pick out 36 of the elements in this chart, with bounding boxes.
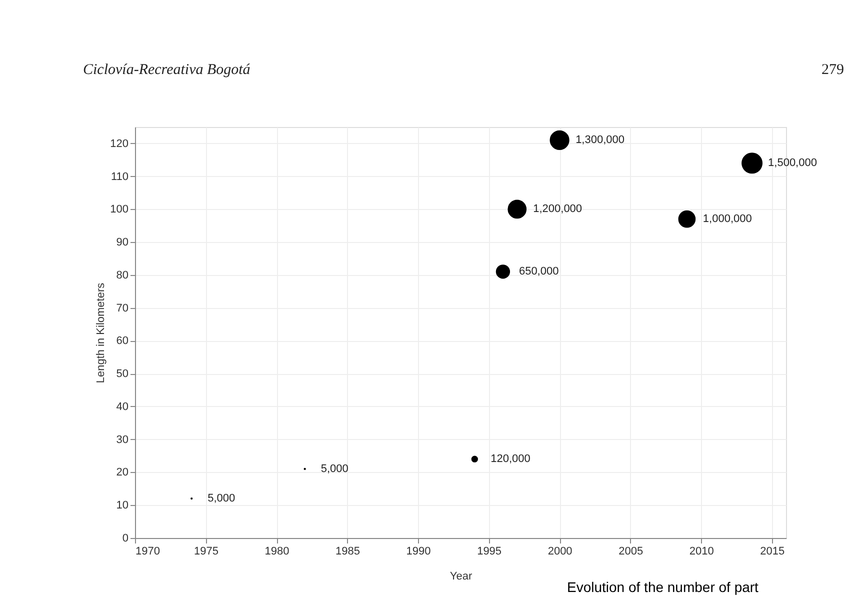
x-tick-label: 2005 xyxy=(618,546,644,558)
x-tick-label: 2000 xyxy=(548,546,572,558)
x-tick-label: 2010 xyxy=(689,546,714,558)
y-tick-label: 40 xyxy=(116,400,128,413)
annotation: 5,000 xyxy=(208,492,236,505)
annotation: 1,000,000 xyxy=(702,213,752,226)
y-tick-label: 20 xyxy=(116,466,128,479)
y-tick-label: 30 xyxy=(116,434,128,446)
x-tick-label: 1985 xyxy=(336,546,360,558)
chart-title: Ciclovía-Recreativa Bogotá xyxy=(83,62,251,78)
y-axis-title: Length in Kilometers xyxy=(95,282,108,384)
x-tick-label: 1970 xyxy=(136,546,160,558)
x-tick-label: 2015 xyxy=(760,546,785,558)
x-tick-label: 1995 xyxy=(477,546,502,558)
y-tick-label: 80 xyxy=(116,269,128,282)
annotation: 5,000 xyxy=(320,462,348,475)
text: 279 xyxy=(822,62,844,78)
text: Evolution of the number of part xyxy=(567,579,759,595)
x-tick-label: 1990 xyxy=(406,546,431,558)
y-tick-label: 70 xyxy=(116,302,128,314)
y-tick-label: 10 xyxy=(116,500,128,512)
annotation: 1,300,000 xyxy=(576,134,625,146)
x-tick-label: 1975 xyxy=(194,546,219,558)
x-tick-label: 1980 xyxy=(264,546,290,558)
y-tick-label: 100 xyxy=(110,204,128,216)
annotation: 650,000 xyxy=(518,266,559,278)
x-axis-title: Year xyxy=(450,570,472,582)
annotation: 1,200,000 xyxy=(533,203,582,216)
y-tick-label: 50 xyxy=(116,368,128,380)
y-tick-label: 120 xyxy=(110,138,128,150)
y-tick-label: 0 xyxy=(122,532,128,544)
y-tick-label: 60 xyxy=(116,335,128,348)
y-tick-label: 90 xyxy=(116,236,128,249)
annotation: 120,000 xyxy=(490,453,530,466)
y-tick-label: 110 xyxy=(110,170,128,183)
annotation: 1,500,000 xyxy=(768,157,817,170)
